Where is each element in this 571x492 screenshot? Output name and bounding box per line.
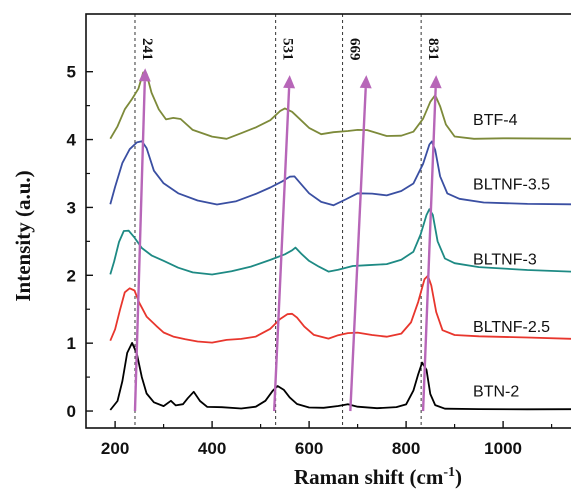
- reference-label: 241: [139, 38, 155, 61]
- y-tick-label: 2: [67, 266, 76, 285]
- x-axis-ticks: 200 400 600 800 1000: [101, 421, 553, 458]
- y-tick-label: 5: [67, 63, 76, 82]
- trend-arrow-shaft: [349, 88, 367, 412]
- reference-label: 531: [280, 38, 296, 61]
- x-tick-label: 200: [101, 439, 129, 458]
- x-axis-title-sup: -1: [443, 465, 455, 480]
- series-label: BTF-4: [473, 112, 518, 129]
- x-axis-title-end: ): [455, 465, 462, 489]
- trend-arrow-head: [359, 75, 372, 89]
- y-axis-title: Intensity (a.u.): [11, 170, 35, 301]
- x-axis-title-main: Raman shift (cm: [294, 465, 444, 489]
- series-label: BLTNF-2.5: [473, 319, 550, 336]
- series-label: BLTNF-3.5: [473, 177, 550, 194]
- reference-lines: 241 531 669 831: [134, 14, 441, 428]
- x-tick-label: 600: [295, 439, 323, 458]
- trend-arrow-head: [283, 75, 296, 89]
- trend-arrow-head: [138, 68, 151, 82]
- series-line: [109, 208, 571, 276]
- y-axis-ticks: 0 1 2 3 4 5: [67, 63, 93, 421]
- reference-label: 669: [347, 38, 363, 61]
- trend-arrows: [133, 68, 442, 412]
- trend-arrow-shaft: [421, 88, 437, 412]
- y-tick-label: 4: [67, 131, 77, 150]
- x-tick-label: 1000: [484, 439, 522, 458]
- plot-frame: [85, 13, 571, 429]
- x-axis-title: Raman shift (cm-1): [294, 465, 462, 489]
- reference-label: 831: [425, 38, 441, 61]
- trend-arrow-shaft: [272, 88, 291, 412]
- series-line: [109, 140, 571, 207]
- x-tick-label: 800: [392, 439, 420, 458]
- x-tick-label: 400: [198, 439, 226, 458]
- y-tick-label: 1: [67, 334, 76, 353]
- trend-arrow-shaft: [133, 81, 146, 412]
- y-tick-label: 0: [67, 402, 76, 421]
- series-label: BTN-2: [473, 384, 519, 401]
- series-labels: BTN-2 BLTNF-2.5 BLTNF-3 BLTNF-3.5 BTF-4: [473, 112, 550, 400]
- series-label: BLTNF-3: [473, 251, 537, 268]
- y-tick-label: 3: [67, 198, 76, 217]
- trend-arrow-head: [429, 75, 442, 89]
